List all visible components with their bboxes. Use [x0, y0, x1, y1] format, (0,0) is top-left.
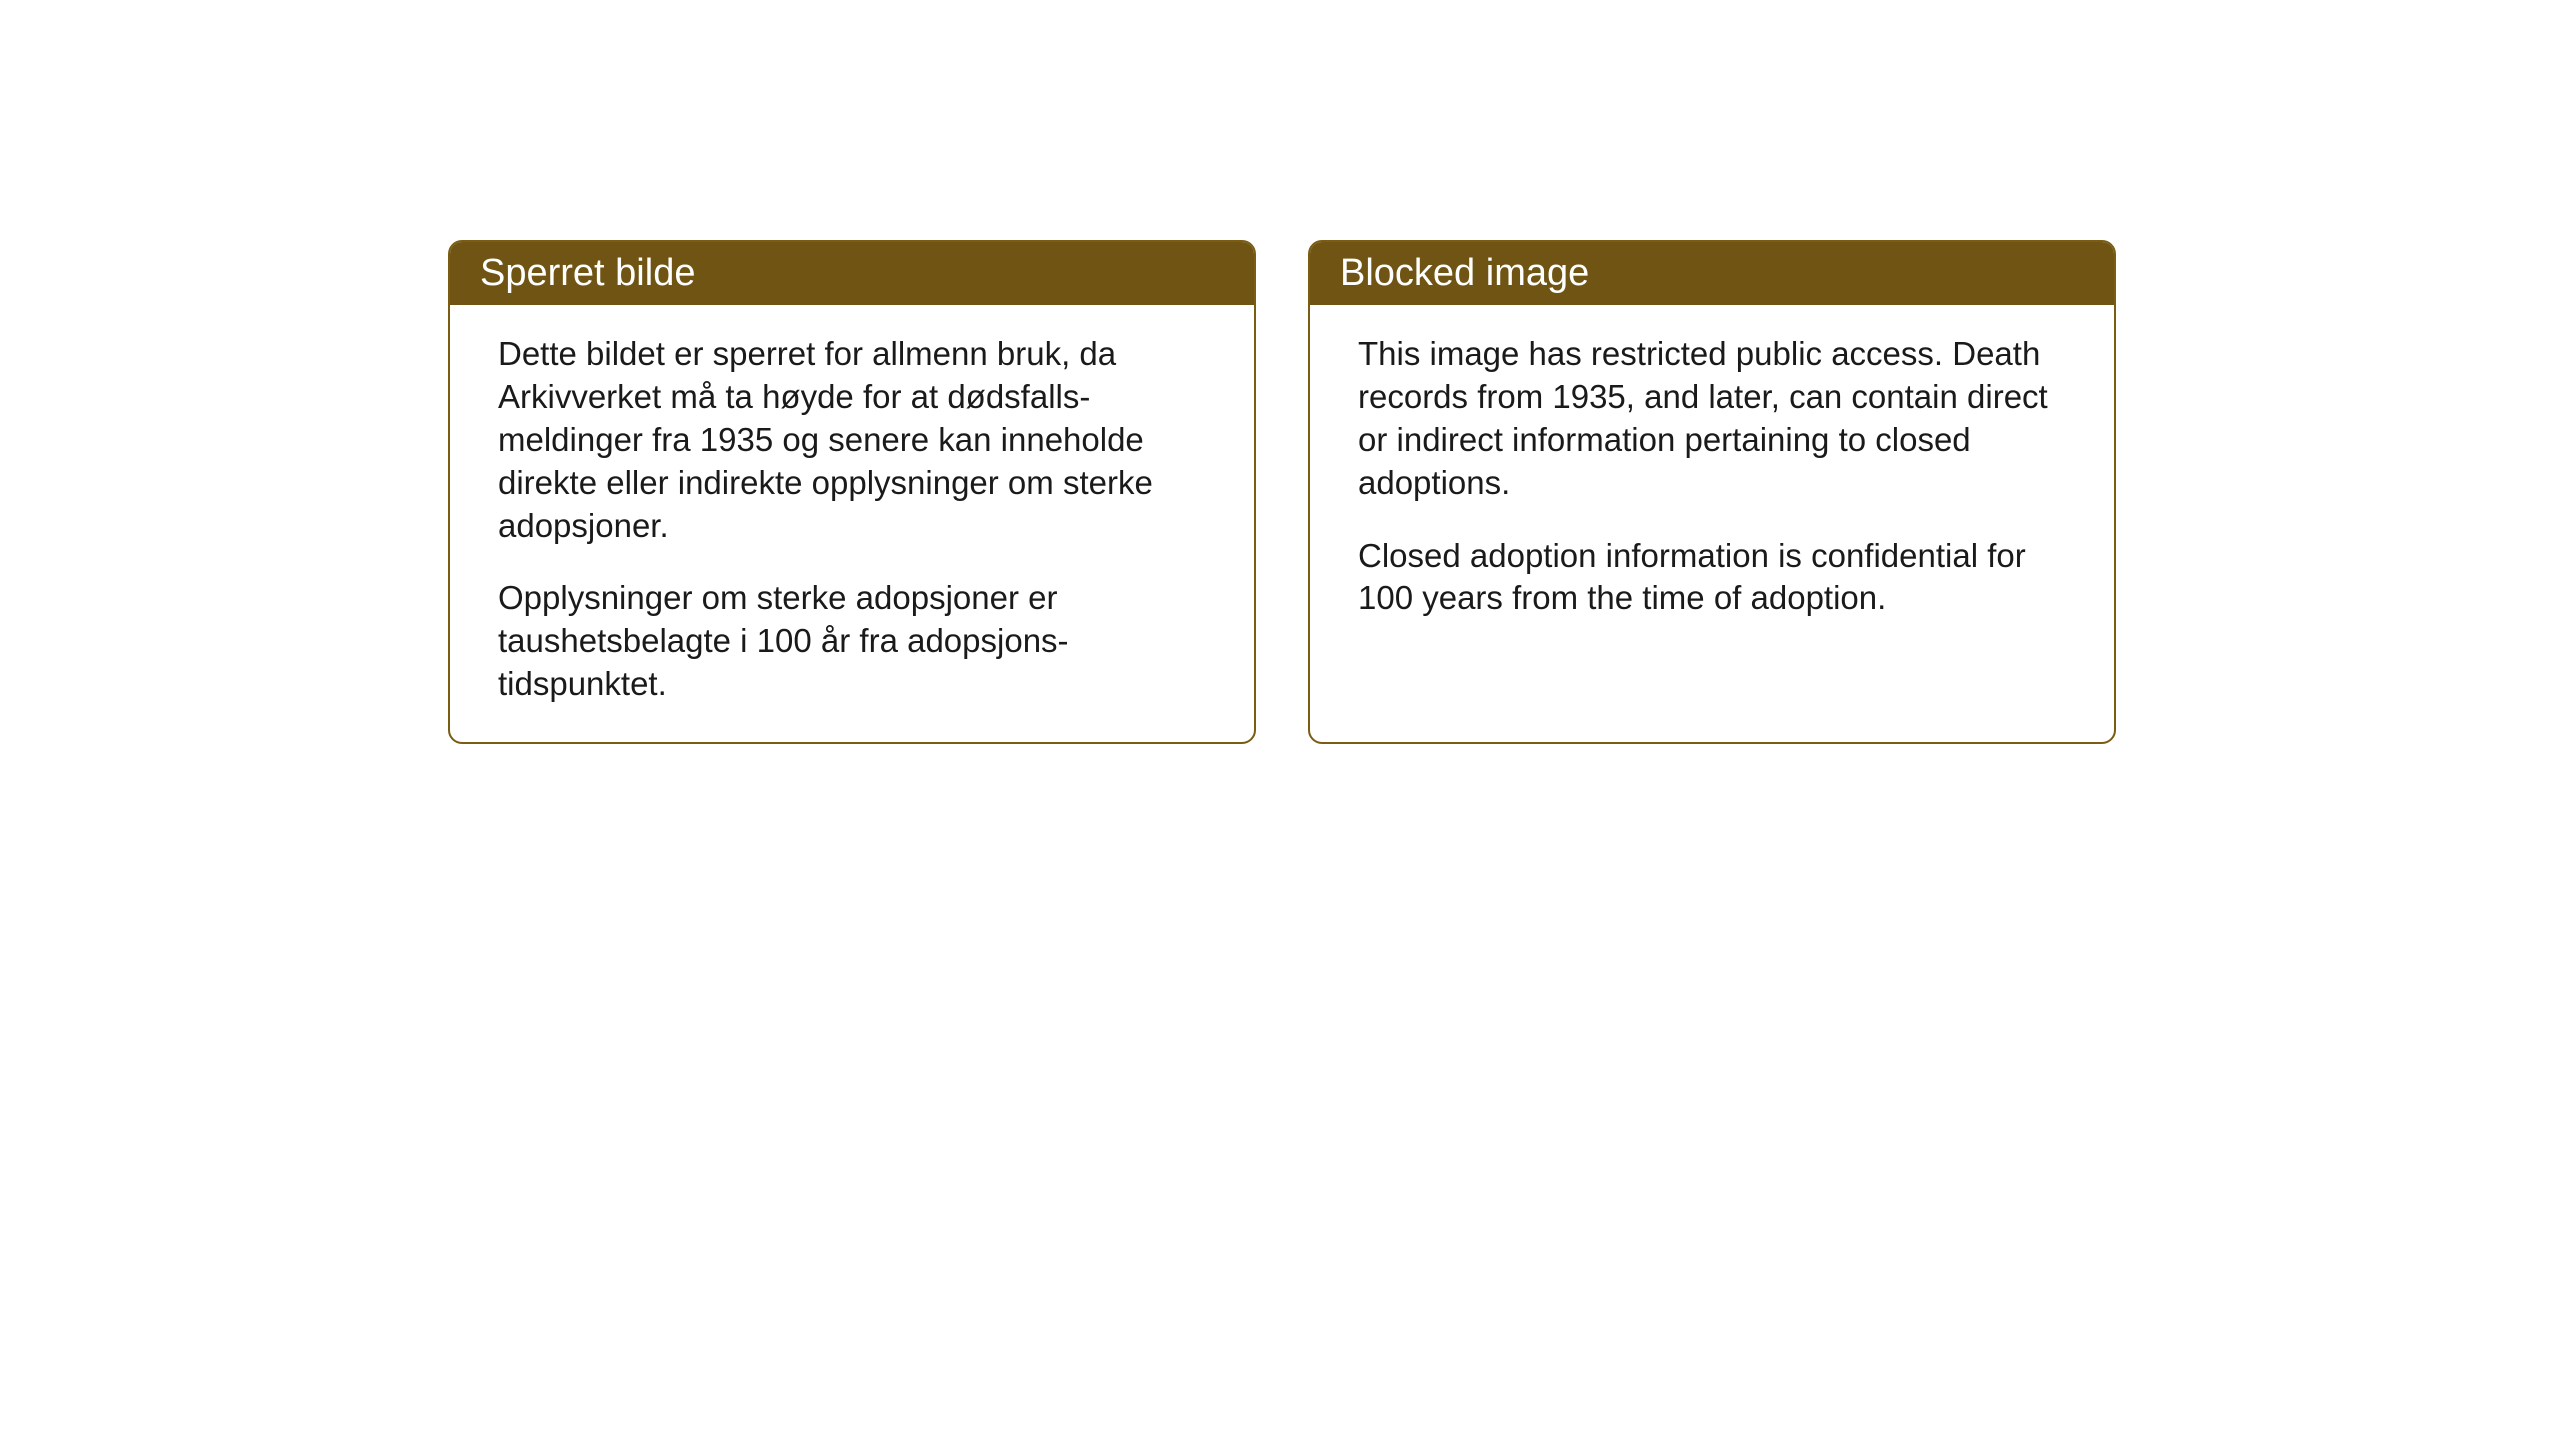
- notice-cards-container: Sperret bilde Dette bildet er sperret fo…: [448, 240, 2116, 744]
- card-paragraph-1-english: This image has restricted public access.…: [1358, 333, 2066, 505]
- card-body-english: This image has restricted public access.…: [1310, 305, 2114, 696]
- card-paragraph-2-norwegian: Opplysninger om sterke adopsjoner er tau…: [498, 577, 1206, 706]
- card-paragraph-1-norwegian: Dette bildet er sperret for allmenn bruk…: [498, 333, 1206, 547]
- card-header-norwegian: Sperret bilde: [450, 242, 1254, 305]
- notice-card-norwegian: Sperret bilde Dette bildet er sperret fo…: [448, 240, 1256, 744]
- card-body-norwegian: Dette bildet er sperret for allmenn bruk…: [450, 305, 1254, 742]
- card-title-english: Blocked image: [1340, 252, 1589, 294]
- card-paragraph-2-english: Closed adoption information is confident…: [1358, 535, 2066, 621]
- card-title-norwegian: Sperret bilde: [480, 252, 695, 294]
- notice-card-english: Blocked image This image has restricted …: [1308, 240, 2116, 744]
- card-header-english: Blocked image: [1310, 242, 2114, 305]
